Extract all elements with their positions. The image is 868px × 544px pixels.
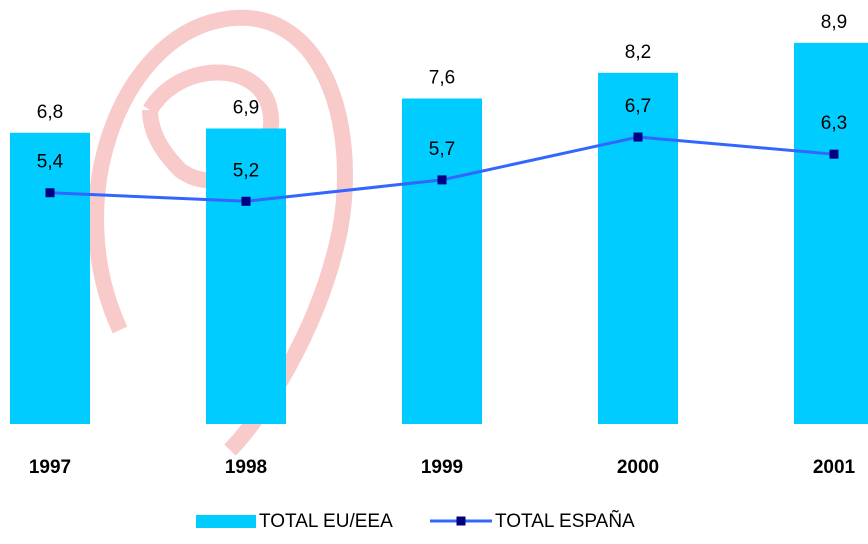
bar-value-label: 6,8	[37, 102, 63, 123]
bar	[794, 42, 868, 425]
line-marker	[437, 175, 447, 185]
legend-swatch	[196, 515, 256, 528]
bar	[10, 132, 90, 424]
line-marker	[829, 149, 839, 159]
bar-value-label: 7,6	[429, 68, 455, 89]
line-value-label: 5,7	[429, 139, 455, 160]
bar-value-label: 8,9	[821, 12, 847, 33]
legend-label: TOTAL ESPAÑA	[495, 510, 635, 532]
line-value-label: 5,2	[233, 160, 259, 181]
bar-value-label: 8,2	[625, 42, 651, 63]
legend-swatch	[456, 516, 466, 526]
x-tick-label: 1999	[421, 457, 463, 478]
line-value-label: 6,3	[821, 113, 847, 134]
bar	[206, 128, 286, 424]
x-tick-label: 2000	[617, 457, 659, 478]
line-marker	[241, 196, 251, 206]
bar	[598, 72, 678, 425]
x-tick-label: 1998	[225, 457, 267, 478]
line-value-label: 5,4	[37, 152, 64, 173]
x-tick-label: 2001	[813, 457, 856, 478]
legend-label: TOTAL EU/EEA	[259, 511, 393, 532]
line-marker	[45, 188, 55, 198]
bar-value-label: 6,9	[233, 98, 259, 119]
line-value-label: 6,7	[625, 96, 651, 117]
x-tick-label: 1997	[29, 457, 71, 478]
bar	[402, 98, 482, 424]
line-marker	[633, 132, 643, 142]
